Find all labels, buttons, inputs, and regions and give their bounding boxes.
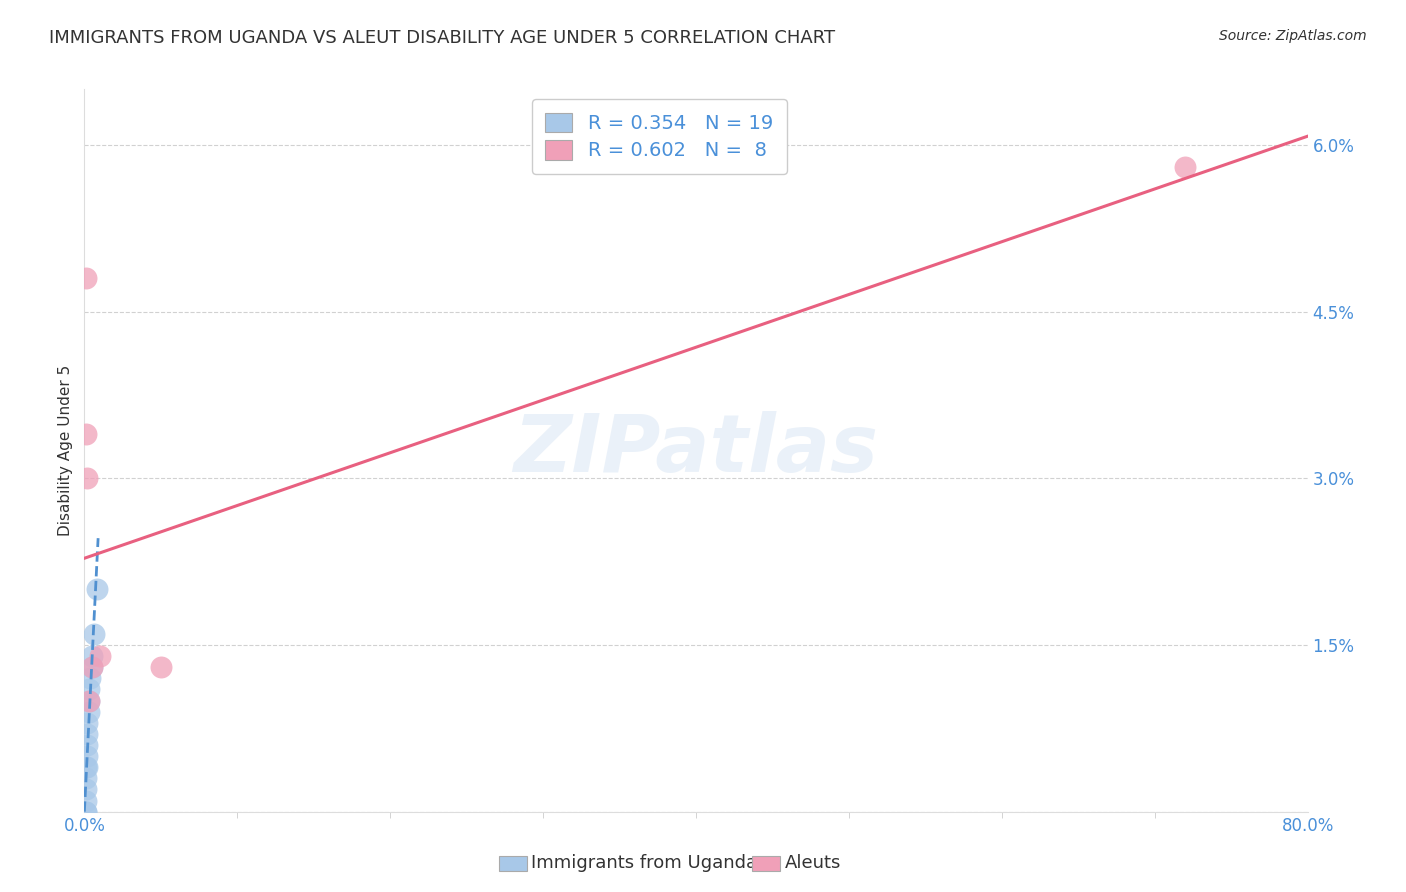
Point (79, 671, 101, 685)
Point (75, 760, 97, 774)
Point (75, 794, 97, 808)
Text: IMMIGRANTS FROM UGANDA VS ALEUT DISABILITY AGE UNDER 5 CORRELATION CHART: IMMIGRANTS FROM UGANDA VS ALEUT DISABILI… (49, 29, 835, 46)
Y-axis label: Disability Age Under 5: Disability Age Under 5 (58, 365, 73, 536)
Point (75, 426, 97, 441)
Point (75, 782, 97, 797)
Point (83, 627, 105, 641)
Point (76, 715, 98, 730)
Point (75, 805, 97, 819)
Text: Aleuts: Aleuts (785, 855, 841, 872)
Point (76, 471, 98, 485)
Point (77, 693, 100, 707)
Point (80, 649, 103, 664)
Text: ZIPatlas: ZIPatlas (513, 411, 879, 490)
Point (77, 693, 100, 707)
Point (77, 682, 100, 697)
Point (76, 738, 98, 752)
Point (76, 760, 98, 774)
Point (1174, 160, 1197, 174)
Point (77, 705, 100, 719)
Legend: R = 0.354   N = 19, R = 0.602   N =  8: R = 0.354 N = 19, R = 0.602 N = 8 (531, 99, 787, 174)
Text: Immigrants from Uganda: Immigrants from Uganda (531, 855, 758, 872)
Point (149, 660, 172, 674)
Text: Source: ZipAtlas.com: Source: ZipAtlas.com (1219, 29, 1367, 43)
Point (75, 805, 97, 819)
Point (80, 660, 103, 674)
Point (76, 749, 98, 764)
Point (86, 582, 108, 597)
Point (89, 649, 111, 664)
Point (80, 660, 103, 674)
Point (76, 727, 98, 741)
Point (75, 772, 97, 786)
Point (75, 271, 97, 285)
